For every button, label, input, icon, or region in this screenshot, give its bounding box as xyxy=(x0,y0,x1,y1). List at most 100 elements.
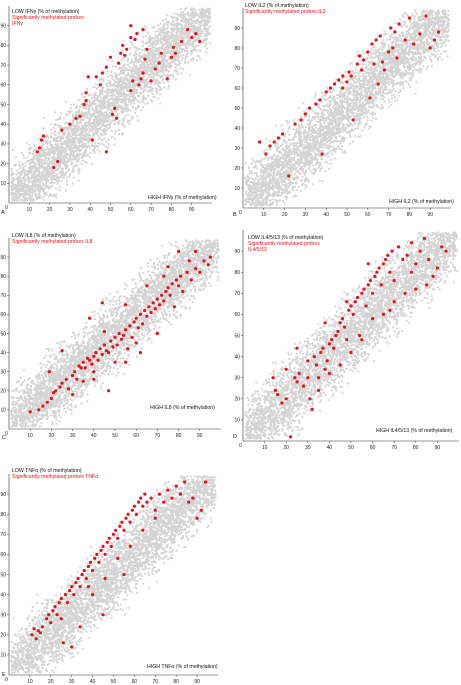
significant-probe-point xyxy=(293,122,297,126)
significant-probe-point xyxy=(155,297,159,301)
y-tick-label: 40 xyxy=(0,592,6,598)
significant-probe-point xyxy=(386,253,390,257)
significant-probe-point xyxy=(273,388,277,392)
significant-probe-point xyxy=(91,593,95,597)
y-tick-label: 50 xyxy=(234,333,240,339)
significant-probe-point xyxy=(134,341,138,345)
significant-probe-point xyxy=(153,67,157,71)
significant-probe-point xyxy=(191,496,195,500)
y-tick-label: 20 xyxy=(234,397,240,403)
significant-probe-point xyxy=(115,343,119,347)
significant-probe-point xyxy=(330,338,334,342)
significant-probe-point xyxy=(295,346,299,350)
significant-probe-point xyxy=(135,31,139,36)
significant-probe-point xyxy=(375,270,379,274)
y-tick-label: 50 xyxy=(0,331,6,337)
significant-probe-point xyxy=(328,86,332,90)
significant-probe-point xyxy=(72,593,76,597)
significant-probe-point xyxy=(349,350,353,354)
significant-probe-point xyxy=(178,492,182,496)
significant-probe-point xyxy=(115,116,119,120)
y-tick-label: 80 xyxy=(0,43,6,49)
significant-probe-point xyxy=(120,520,124,524)
significant-probe-point xyxy=(56,160,60,164)
x-tick-label: 40 xyxy=(327,445,333,451)
significant-probe-point xyxy=(338,363,342,367)
panel-a-legend-line2: IFNγ xyxy=(12,21,23,27)
significant-probe-point xyxy=(284,367,288,371)
significant-probe-point xyxy=(83,366,87,370)
significant-probe-point xyxy=(264,152,268,156)
significant-probe-point xyxy=(78,585,82,589)
significant-probe-point xyxy=(166,488,170,492)
x-tick-label: 80 xyxy=(176,433,182,439)
x-tick-label: 30 xyxy=(303,212,309,218)
significant-probe-point xyxy=(47,613,51,617)
significant-probe-point xyxy=(165,77,169,81)
x-tick-label: 40 xyxy=(91,433,97,439)
significant-probe-point xyxy=(134,316,138,320)
significant-probe-point xyxy=(32,627,36,631)
significant-probe-point xyxy=(128,520,132,524)
significant-probe-point xyxy=(418,32,422,36)
significant-probe-point xyxy=(88,316,92,320)
x-tick-label: 10 xyxy=(261,212,267,218)
significant-probe-point xyxy=(364,304,368,308)
panel-b-xlabel: HIGH IL2 (% of methylation) xyxy=(389,199,454,205)
significant-probe-point xyxy=(103,552,107,556)
significant-probe-point xyxy=(317,388,321,392)
x-tick-label: 70 xyxy=(391,445,397,451)
significant-probe-point xyxy=(104,349,109,353)
background-probes xyxy=(10,238,220,429)
x-tick-label: 80 xyxy=(173,679,179,685)
significant-probe-point xyxy=(301,384,306,388)
significant-probe-point xyxy=(391,46,395,50)
significant-probe-point xyxy=(130,508,134,512)
significant-probe-point xyxy=(64,377,68,381)
significant-probe-point xyxy=(360,338,364,342)
significant-probe-point xyxy=(81,360,85,364)
significant-probe-point xyxy=(287,174,291,178)
significant-probe-point xyxy=(173,51,178,55)
panel-d-title: LOW IL4/5/13 (% of methylation) Signific… xyxy=(248,235,323,253)
y-tick-label: 30 xyxy=(0,370,6,376)
significant-probe-point xyxy=(107,351,111,355)
significant-probe-point xyxy=(122,528,126,532)
significant-probe-point xyxy=(195,516,199,520)
significant-probe-point xyxy=(332,346,336,350)
significant-probe-point xyxy=(206,263,210,267)
significant-probe-point xyxy=(392,300,396,304)
significant-probe-point xyxy=(377,266,381,270)
significant-probe-point xyxy=(436,30,441,34)
significant-probe-point xyxy=(114,528,118,532)
significant-probe-point xyxy=(351,312,355,316)
significant-probe-point xyxy=(306,359,310,363)
significant-probe-point xyxy=(345,300,349,304)
significant-probe-point xyxy=(136,326,140,330)
significant-probe-point xyxy=(371,317,375,321)
panel-e-title: LOW TNFα (% of methylation) Significantl… xyxy=(12,468,98,480)
significant-probe-point xyxy=(145,284,149,288)
significant-probe-point xyxy=(332,82,337,86)
significant-probe-point xyxy=(392,279,396,283)
significant-probe-point xyxy=(314,102,318,106)
significant-probe-point xyxy=(179,39,184,44)
significant-probe-point xyxy=(90,362,94,366)
significant-probe-point xyxy=(98,347,102,351)
significant-probe-point xyxy=(124,360,128,364)
x-tick-label: 30 xyxy=(69,679,75,685)
significant-probe-point xyxy=(198,270,202,274)
significant-probe-point xyxy=(59,617,63,621)
significant-probe-point xyxy=(425,283,429,287)
significant-probe-point xyxy=(60,381,64,385)
panel-e: 0 10 20 30 40 50 60 70 80 90 10 20 30 40 50 60 70 80 90 LO… xyxy=(0,464,228,685)
significant-probe-point xyxy=(75,377,79,381)
significant-probe-point xyxy=(372,62,376,66)
significant-probe-point xyxy=(60,349,64,353)
significant-probe-point xyxy=(317,376,321,380)
y-tick-label: 10 xyxy=(234,418,240,424)
significant-probe-point xyxy=(159,51,163,55)
y-tick-label: 80 xyxy=(234,46,240,52)
y-tick-label: 40 xyxy=(234,354,240,360)
significant-probe-point xyxy=(113,360,117,364)
